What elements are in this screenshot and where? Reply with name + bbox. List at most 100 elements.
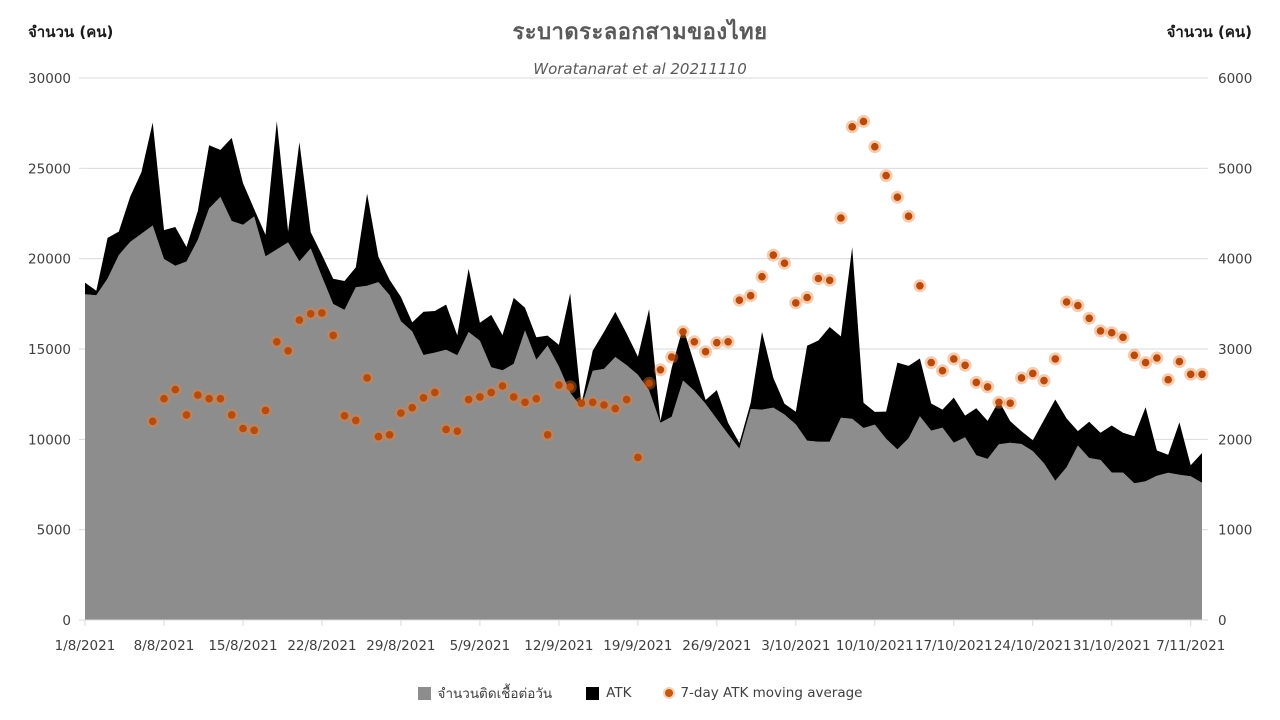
- atk-ma-point: [961, 361, 969, 370]
- atk-ma-point: [713, 338, 721, 347]
- atk-area: [85, 121, 1202, 484]
- daily-cases-area: [85, 196, 1202, 620]
- x-axis-tick-label: 17/10/2021: [915, 638, 993, 654]
- atk-ma-point: [250, 426, 258, 435]
- legend-item-daily-cases: จำนวนติดเชื้อต่อวัน: [417, 682, 553, 704]
- atk-ma-point: [792, 299, 800, 307]
- atk-ma-point: [476, 393, 484, 401]
- atk-ma-point: [859, 117, 868, 126]
- atk-ma-point: [1130, 351, 1139, 360]
- atk-ma-point: [374, 432, 383, 441]
- atk-ma-point: [916, 282, 924, 290]
- atk-ma-point: [363, 374, 371, 382]
- atk-swatch-icon: [586, 686, 600, 700]
- atk-ma-point: [656, 366, 665, 374]
- atk-ma-point: [487, 388, 496, 397]
- x-axis-tick-label: 15/8/2021: [208, 638, 277, 654]
- atk-ma-point: [453, 427, 462, 436]
- atk-ma-point: [825, 276, 834, 285]
- atk-ma-point: [216, 394, 225, 403]
- x-axis-tick-label: 26/9/2021: [682, 638, 751, 654]
- atk-ma-point: [995, 398, 1003, 407]
- right-axis-tick-label: 2000: [1218, 432, 1252, 448]
- atk-ma-point: [758, 272, 766, 281]
- atk-ma-point: [1175, 357, 1184, 366]
- atk-ma-point: [227, 411, 236, 419]
- atk-ma-point: [148, 417, 157, 426]
- atk-ma-point: [634, 453, 642, 462]
- x-axis-tick-label: 10/10/2021: [836, 638, 914, 654]
- atk-ma-point: [431, 388, 439, 397]
- chart-subtitle: Woratanarat et al 20211110: [533, 60, 747, 78]
- legend-item-atk-ma: 7-day ATK moving average: [665, 685, 862, 701]
- chart-title: ระบาดระลอกสามของไทย: [512, 20, 768, 45]
- atk-ma-point: [171, 385, 180, 394]
- atk-ma-point: [205, 394, 213, 403]
- atk-ma-point: [1017, 374, 1026, 382]
- x-axis-tick-label: 7/11/2021: [1156, 638, 1225, 654]
- legend-item-atk: ATK: [586, 685, 631, 701]
- atk-ma-point: [1029, 369, 1037, 378]
- right-axis-tick-label: 6000: [1218, 71, 1252, 87]
- atk-ma-point: [1051, 355, 1060, 363]
- atk-ma-point: [1006, 399, 1014, 408]
- atk-ma-point: [837, 214, 845, 222]
- x-axis-tick-label: 29/8/2021: [366, 638, 435, 654]
- atk-ma-point: [498, 382, 507, 390]
- atk-ma-point: [1107, 328, 1116, 337]
- atk-ma-point: [724, 338, 732, 346]
- atk-ma-point: [1040, 376, 1048, 385]
- atk-ma-point: [893, 193, 902, 201]
- atk-ma-point: [340, 412, 349, 420]
- atk-ma-point: [1164, 375, 1172, 384]
- atk-ma-point: [284, 347, 292, 355]
- atk-ma-point: [408, 403, 417, 412]
- atk-ma-point: [950, 355, 958, 363]
- atk-ma-point: [1153, 354, 1161, 362]
- left-axis-tick-label: 5000: [37, 523, 71, 539]
- atk-ma-point: [769, 251, 778, 259]
- atk-ma-point: [871, 142, 879, 151]
- x-axis-tick-label: 22/8/2021: [287, 638, 356, 654]
- atk-ma-point: [543, 431, 552, 439]
- right-axis-tick-label: 0: [1218, 613, 1227, 629]
- atk-ma-point: [521, 398, 529, 407]
- x-axis-tick-label: 8/8/2021: [134, 638, 195, 654]
- legend-label-atk-ma: 7-day ATK moving average: [680, 685, 863, 701]
- x-axis-tick-label: 5/9/2021: [450, 638, 511, 654]
- atk-ma-point: [938, 366, 947, 375]
- right-axis-tick-label: 1000: [1218, 523, 1252, 539]
- atk-ma-point: [577, 399, 586, 408]
- x-axis-tick-label: 12/9/2021: [524, 638, 593, 654]
- legend-label-daily-cases: จำนวนติดเชื้อต่อวัน: [437, 686, 553, 702]
- x-axis-tick-label: 1/8/2021: [55, 638, 116, 654]
- left-axis-tick-label: 25000: [28, 161, 71, 177]
- left-axis-title: จำนวน (คน): [28, 23, 114, 41]
- atk-ma-point: [442, 425, 450, 434]
- atk-ma-point: [904, 212, 913, 220]
- atk-ma-point: [1096, 327, 1105, 335]
- atk-ma-dot-icon: [665, 689, 674, 697]
- atk-ma-point: [464, 395, 473, 404]
- atk-ma-point: [927, 358, 935, 367]
- atk-ma-point: [182, 411, 191, 419]
- atk-ma-point: [160, 394, 168, 403]
- atk-ma-point: [600, 401, 608, 409]
- x-axis-tick-label: 19/9/2021: [603, 638, 672, 654]
- atk-ma-point: [509, 393, 518, 401]
- atk-ma-point: [295, 316, 304, 324]
- atk-ma-point: [306, 310, 315, 318]
- atk-ma-point: [261, 406, 270, 415]
- atk-ma-point: [1062, 298, 1071, 306]
- x-axis-tick-label: 3/10/2021: [761, 638, 830, 654]
- atk-ma-point: [645, 379, 653, 388]
- atk-ma-point: [352, 416, 360, 425]
- atk-ma-point: [701, 347, 710, 356]
- left-axis-tick-label: 10000: [28, 432, 71, 448]
- atk-ma-point: [532, 394, 541, 403]
- legend-label-atk: ATK: [606, 685, 632, 701]
- atk-ma-point: [397, 409, 405, 417]
- atk-ma-point: [318, 309, 326, 317]
